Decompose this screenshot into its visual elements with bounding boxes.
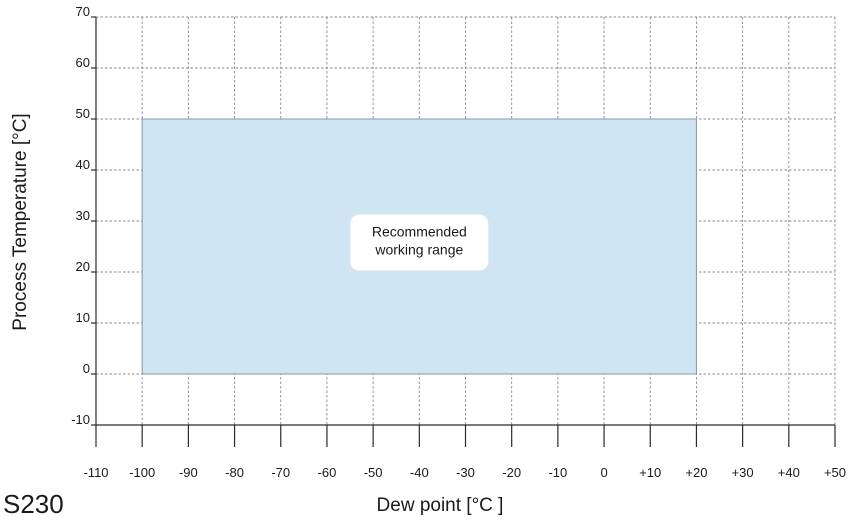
- y-tick-label: 30: [76, 208, 90, 223]
- model-label: S230: [3, 489, 64, 519]
- x-tick-label: -90: [179, 465, 198, 480]
- y-tick-label: 0: [83, 361, 90, 376]
- x-tick-label: 0: [600, 465, 607, 480]
- y-tick-label: 70: [76, 4, 90, 19]
- y-tick-label: 10: [76, 310, 90, 325]
- x-tick-label: -100: [129, 465, 155, 480]
- x-tick-label: -20: [502, 465, 521, 480]
- y-tick-label: 40: [76, 157, 90, 172]
- x-tick-label: +20: [685, 465, 707, 480]
- y-tick-label: 60: [76, 55, 90, 70]
- working-range-region: Recommended working range: [141, 118, 697, 375]
- x-tick-label: +40: [778, 465, 800, 480]
- axes: [91, 16, 836, 447]
- x-axis-title: Dew point [°C ]: [377, 495, 504, 516]
- working-range-label-box: [350, 214, 489, 271]
- x-tick-label: -10: [548, 465, 567, 480]
- x-tick-label: -30: [456, 465, 475, 480]
- y-axis-title: Process Temperature [°C]: [10, 113, 31, 330]
- y-tick-label: 20: [76, 259, 90, 274]
- working-range-label: Recommended: [372, 224, 467, 240]
- y-tick-label: -10: [71, 412, 90, 427]
- x-tick-label: +50: [824, 465, 846, 480]
- x-tick-label: +10: [639, 465, 661, 480]
- x-tick-label: -110: [83, 465, 108, 480]
- x-tick-label: -60: [318, 465, 337, 480]
- x-tick-label: -40: [410, 465, 429, 480]
- working-range-label: working range: [374, 242, 463, 258]
- x-tick-label: +30: [732, 465, 754, 480]
- x-tick-label: -70: [271, 465, 290, 480]
- y-tick-label: 50: [76, 106, 90, 121]
- x-tick-label: -50: [364, 465, 383, 480]
- x-tick-label: -80: [225, 465, 244, 480]
